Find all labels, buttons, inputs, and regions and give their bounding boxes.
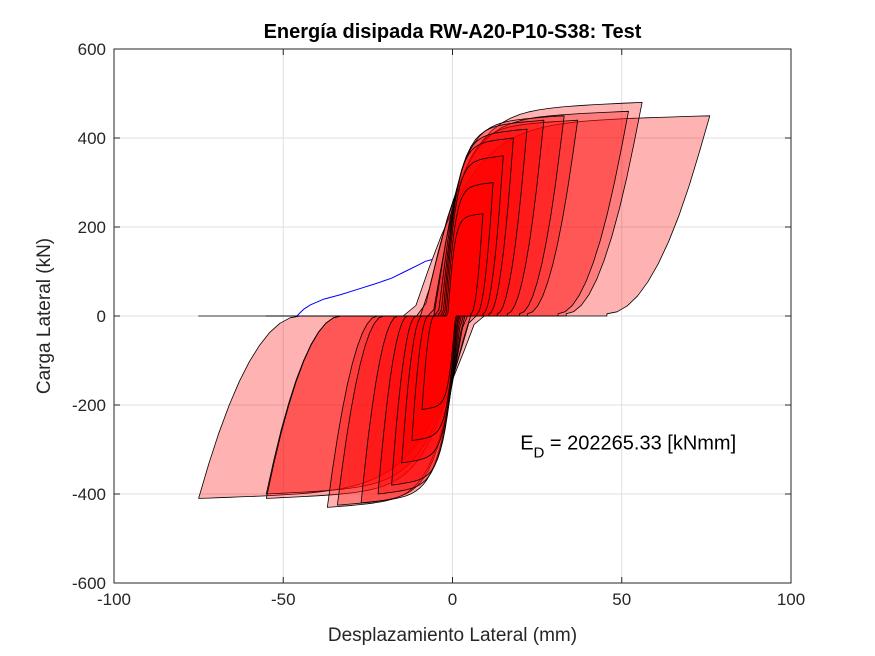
y-tick-label: 200 xyxy=(78,218,106,237)
y-tick-label: -600 xyxy=(72,574,106,593)
energy-subscript: D xyxy=(534,445,545,462)
energy-value: = 202265.33 [kNmm] xyxy=(544,433,736,455)
y-tick-label: -200 xyxy=(72,396,106,415)
tick-labels: -100 -50 0 50 100 -600 -400 -200 0 200 400 600 xyxy=(72,40,805,609)
y-tick-label: -400 xyxy=(72,485,106,504)
x-tick-label: -100 xyxy=(97,590,131,609)
y-axis-label: Carga Lateral (kN) xyxy=(34,238,55,394)
hysteresis-loop xyxy=(265,102,643,495)
y-tick-label: 600 xyxy=(78,40,106,59)
hysteresis-loop xyxy=(391,137,514,486)
hysteresis-loop xyxy=(326,119,579,508)
hysteresis-loop xyxy=(198,115,711,499)
hysteresis-loops xyxy=(198,102,711,508)
plot-area: -100 -50 0 50 100 -600 -400 -200 0 200 400 600 xyxy=(72,40,805,609)
chart-title: Energía disipada RW-A20-P10-S38: Test xyxy=(264,21,642,43)
energy-annotation: ED = 202265.33 [kNmm] xyxy=(520,433,736,462)
y-tick-label: 0 xyxy=(97,307,106,326)
x-tick-label: 50 xyxy=(612,590,631,609)
hysteresis-loop xyxy=(421,213,484,410)
trace-series xyxy=(296,259,433,317)
x-tick-label: 100 xyxy=(777,590,805,609)
x-axis-label: Desplazamiento Lateral (mm) xyxy=(328,625,577,646)
trace-line xyxy=(296,259,433,317)
hysteresis-loop xyxy=(411,182,494,441)
hysteresis-loop xyxy=(401,155,504,464)
hysteresis-loop xyxy=(360,119,545,504)
y-tick-label: 400 xyxy=(78,129,106,148)
x-tick-label: -50 xyxy=(271,590,296,609)
energy-symbol: E xyxy=(520,433,533,455)
hysteresis-loop xyxy=(377,128,528,495)
x-tick-label: 0 xyxy=(448,590,457,609)
